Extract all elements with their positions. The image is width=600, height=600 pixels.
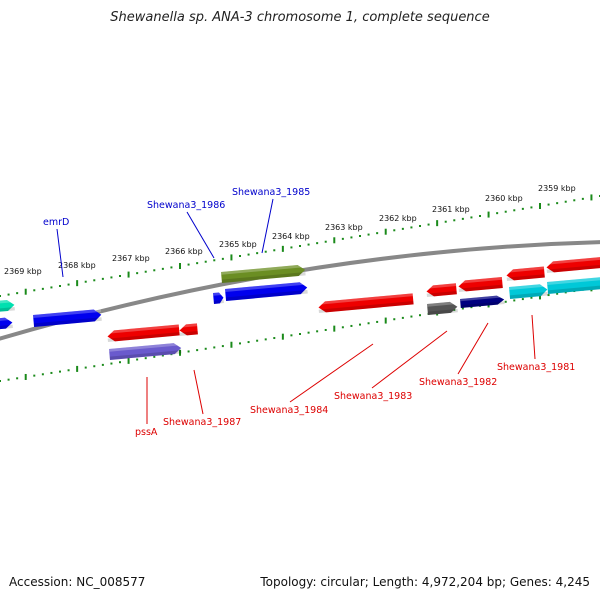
label-leader bbox=[56, 228, 64, 278]
accession-text: Accession: NC_008577 bbox=[9, 575, 146, 589]
gene-arrow bbox=[107, 324, 180, 342]
gene-arrow bbox=[0, 317, 13, 330]
label-leader bbox=[531, 314, 536, 360]
gene-label: Shewana3_1985 bbox=[232, 187, 310, 198]
gene-arrow bbox=[221, 264, 306, 283]
ruler-label: 2365 kbp bbox=[219, 240, 257, 249]
gene-labels: emrD Shewana3_1986 Shewana3_1985 pssA Shewan… bbox=[43, 187, 575, 438]
gene-arrow bbox=[213, 292, 224, 304]
gene-label: Shewana3_1986 bbox=[147, 200, 225, 211]
gene-label: Shewana3_1987 bbox=[163, 417, 241, 428]
label-leader bbox=[289, 343, 374, 403]
gene-arrow bbox=[460, 295, 505, 308]
gene-label: Shewana3_1983 bbox=[334, 391, 412, 402]
gene-arrow bbox=[318, 293, 414, 313]
gene-arrow bbox=[547, 276, 600, 294]
label-leader bbox=[193, 369, 204, 415]
gene-arrow bbox=[225, 281, 308, 301]
gene-arrow bbox=[179, 323, 198, 336]
gene-label: pssA bbox=[135, 427, 158, 438]
ruler-label: 2362 kbp bbox=[379, 214, 417, 223]
gene-arrow bbox=[506, 266, 545, 281]
label-leader bbox=[186, 211, 215, 259]
ruler-label: 2364 kbp bbox=[272, 232, 310, 241]
gene-arrow bbox=[0, 299, 15, 312]
ruler-label: 2359 kbp bbox=[538, 184, 576, 193]
ruler-label: 2367 kbp bbox=[112, 254, 150, 263]
label-leader bbox=[261, 198, 274, 254]
gene-label: Shewana3_1981 bbox=[497, 362, 575, 373]
gene-arrow bbox=[458, 277, 503, 292]
gene-arrow bbox=[509, 283, 548, 299]
ruler-label: 2368 kbp bbox=[58, 261, 96, 270]
ruler-label: 2360 kbp bbox=[485, 194, 523, 203]
ruler-label: 2363 kbp bbox=[325, 223, 363, 232]
gene-label: Shewana3_1982 bbox=[419, 377, 497, 388]
gene-arrow bbox=[546, 256, 600, 273]
ruler-top bbox=[0, 194, 600, 297]
gene-features bbox=[0, 256, 600, 360]
gene-arrow bbox=[109, 342, 182, 360]
gene-label: Shewana3_1984 bbox=[250, 405, 328, 416]
ruler-label: 2366 kbp bbox=[165, 247, 203, 256]
ruler-tick-labels: 2369 kbp 2368 kbp 2367 kbp 2366 kbp 2365 kbp… bbox=[4, 184, 576, 276]
gene-arrow bbox=[426, 283, 457, 297]
ruler-label: 2361 kbp bbox=[432, 205, 470, 214]
map-title: Shewanella sp. ANA-3 chromosome 1, compl… bbox=[110, 10, 490, 25]
gene-label: emrD bbox=[43, 217, 69, 228]
label-leader bbox=[371, 330, 448, 389]
gene-arrow bbox=[33, 308, 102, 327]
gene-arrow bbox=[427, 301, 458, 315]
ruler-label: 2369 kbp bbox=[4, 267, 42, 276]
label-leader bbox=[457, 322, 489, 375]
genome-summary: Topology: circular; Length: 4,972,204 bp… bbox=[260, 575, 590, 589]
